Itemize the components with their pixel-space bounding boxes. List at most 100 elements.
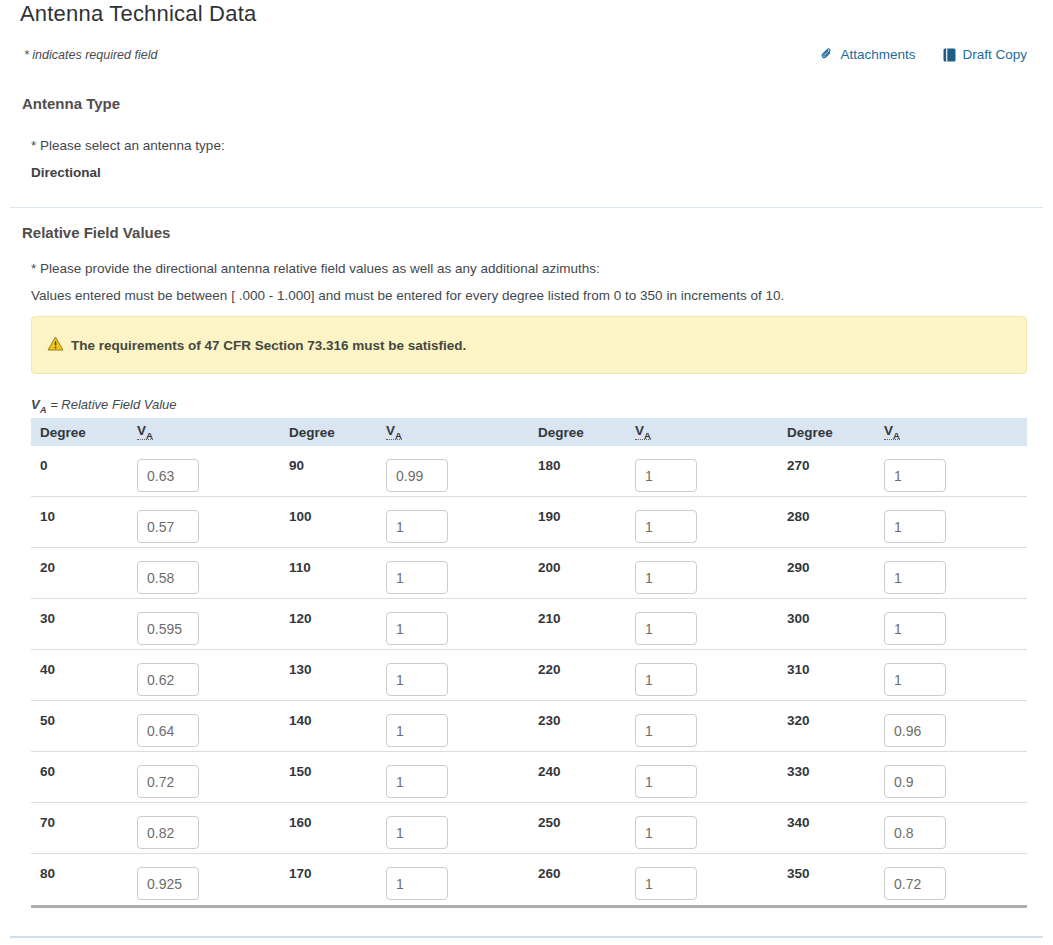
va-input-cell [137,548,280,598]
attachments-label: Attachments [840,47,915,62]
va-input-290[interactable] [884,561,946,594]
va-input-cell [884,650,1027,700]
va-header-tooltip-label: VA [137,423,153,440]
warning-text: The requirements of 47 CFR Section 73.31… [71,338,466,353]
va-input-150[interactable] [386,765,448,798]
table-row: 090180270 [31,446,1027,497]
va-input-70[interactable] [137,816,199,849]
table-row: 20110200290 [31,548,1027,599]
value-range-note: Values entered must be between [ .000 - … [31,288,784,303]
va-input-cell [386,752,529,802]
va-input-170[interactable] [386,867,448,900]
va-input-cell [137,701,280,751]
degree-label-0: 0 [31,446,137,496]
va-input-120[interactable] [386,612,448,645]
va-input-90[interactable] [386,459,448,492]
va-input-340[interactable] [884,816,946,849]
va-input-cell [386,854,529,905]
paperclip-icon [819,47,834,62]
table-row: 70160250340 [31,803,1027,854]
va-input-310[interactable] [884,663,946,696]
degree-label-300: 300 [778,599,884,649]
degree-label-180: 180 [529,446,635,496]
va-input-80[interactable] [137,867,199,900]
va-input-cell [884,854,1027,905]
va-input-cell [137,752,280,802]
degree-label-70: 70 [31,803,137,853]
va-input-270[interactable] [884,459,946,492]
va-input-cell [635,599,778,649]
attachments-link[interactable]: Attachments [819,47,915,62]
degree-label-210: 210 [529,599,635,649]
degree-label-30: 30 [31,599,137,649]
draft-copy-link[interactable]: Draft Copy [943,47,1027,62]
relative-field-values-heading: Relative Field Values [22,224,170,241]
va-input-cell [635,548,778,598]
va-input-10[interactable] [137,510,199,543]
va-input-200[interactable] [635,561,697,594]
antenna-type-prompt: * Please select an antenna type: [31,138,225,153]
va-input-160[interactable] [386,816,448,849]
va-input-260[interactable] [635,867,697,900]
degree-label-320: 320 [778,701,884,751]
va-header-tooltip-label: VA [884,423,900,440]
va-input-30[interactable] [137,612,199,645]
relative-field-prompt: * Please provide the directional antenna… [31,261,600,276]
antenna-type-heading: Antenna Type [22,95,120,112]
va-input-40[interactable] [137,663,199,696]
va-input-180[interactable] [635,459,697,492]
table-row: 40130220310 [31,650,1027,701]
degree-label-10: 10 [31,497,137,547]
va-input-20[interactable] [137,561,199,594]
va-legend-text: = Relative Field Value [47,397,177,412]
va-input-300[interactable] [884,612,946,645]
va-input-210[interactable] [635,612,697,645]
degree-label-120: 120 [280,599,386,649]
va-input-cell [137,650,280,700]
va-column-header: VA [635,423,778,441]
va-input-cell [386,497,529,547]
va-input-cell [884,803,1027,853]
va-input-320[interactable] [884,714,946,747]
degree-label-150: 150 [280,752,386,802]
degree-label-330: 330 [778,752,884,802]
degree-label-160: 160 [280,803,386,853]
va-input-cell [884,446,1027,496]
cfr-warning-banner: The requirements of 47 CFR Section 73.31… [31,316,1027,374]
va-input-240[interactable] [635,765,697,798]
va-input-0[interactable] [137,459,199,492]
va-input-140[interactable] [386,714,448,747]
va-input-cell [386,548,529,598]
va-input-60[interactable] [137,765,199,798]
va-input-cell [635,854,778,905]
degree-label-140: 140 [280,701,386,751]
va-input-110[interactable] [386,561,448,594]
va-input-cell [635,446,778,496]
va-input-330[interactable] [884,765,946,798]
va-legend: VA = Relative Field Value [31,397,177,415]
va-input-cell [635,497,778,547]
va-input-230[interactable] [635,714,697,747]
table-row: 10100190280 [31,497,1027,548]
va-input-cell [137,599,280,649]
va-input-280[interactable] [884,510,946,543]
va-input-250[interactable] [635,816,697,849]
table-row: 30 120 210 300 [31,599,1027,650]
va-input-350[interactable] [884,867,946,900]
va-input-190[interactable] [635,510,697,543]
va-input-130[interactable] [386,663,448,696]
degree-label-220: 220 [529,650,635,700]
va-header-tooltip-label: VA [386,423,402,440]
table-row: 60150240330 [31,752,1027,803]
va-header-tooltip-label: VA [635,423,651,440]
degree-label-80: 80 [31,854,137,905]
va-input-100[interactable] [386,510,448,543]
va-input-50[interactable] [137,714,199,747]
va-input-cell [137,446,280,496]
meta-row: * indicates required field Attachments [24,47,1027,62]
va-input-cell [386,701,529,751]
va-input-220[interactable] [635,663,697,696]
va-input-cell [386,446,529,496]
degree-label-50: 50 [31,701,137,751]
va-input-cell [884,548,1027,598]
